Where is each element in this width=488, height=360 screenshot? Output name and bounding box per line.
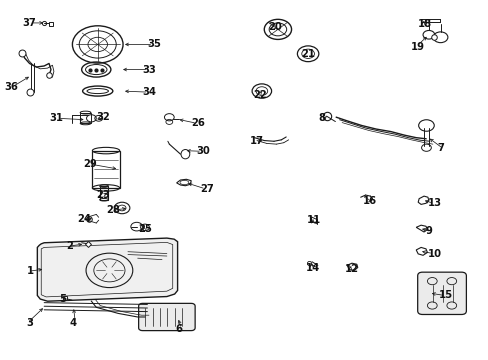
Text: 36: 36 xyxy=(4,82,19,92)
Text: 9: 9 xyxy=(425,226,432,236)
Text: 14: 14 xyxy=(305,263,319,273)
Bar xyxy=(100,186,108,200)
FancyBboxPatch shape xyxy=(139,303,195,330)
Text: 28: 28 xyxy=(106,206,120,216)
Text: 12: 12 xyxy=(344,264,358,274)
Text: 32: 32 xyxy=(96,112,110,122)
Text: 27: 27 xyxy=(200,184,213,194)
Text: 20: 20 xyxy=(267,22,282,32)
Text: 11: 11 xyxy=(306,215,321,225)
Text: 37: 37 xyxy=(22,18,36,28)
Text: 4: 4 xyxy=(69,318,77,328)
Text: 33: 33 xyxy=(142,64,156,75)
Text: 21: 21 xyxy=(301,49,315,59)
Text: 5: 5 xyxy=(59,294,66,304)
Text: 19: 19 xyxy=(409,42,424,51)
Bar xyxy=(80,113,91,123)
Text: 8: 8 xyxy=(318,113,325,123)
Text: 3: 3 xyxy=(26,318,33,328)
Text: 1: 1 xyxy=(26,266,33,276)
Text: 22: 22 xyxy=(253,90,267,100)
Text: 24: 24 xyxy=(77,214,91,224)
Text: 23: 23 xyxy=(96,190,110,200)
Text: 30: 30 xyxy=(196,146,209,156)
Polygon shape xyxy=(37,238,177,301)
Text: 18: 18 xyxy=(417,19,431,29)
Text: 15: 15 xyxy=(438,291,452,301)
Text: 10: 10 xyxy=(427,248,441,258)
Text: 25: 25 xyxy=(139,225,152,234)
Text: 31: 31 xyxy=(50,113,63,123)
Text: 13: 13 xyxy=(427,198,441,208)
Text: 17: 17 xyxy=(249,136,263,146)
FancyBboxPatch shape xyxy=(417,272,466,315)
Text: 35: 35 xyxy=(147,40,161,49)
Text: 2: 2 xyxy=(66,241,73,251)
Text: 16: 16 xyxy=(362,196,376,206)
Text: 26: 26 xyxy=(191,118,204,128)
Text: 7: 7 xyxy=(436,143,443,153)
Bar xyxy=(92,150,120,188)
Text: 6: 6 xyxy=(175,324,183,334)
Text: 29: 29 xyxy=(83,159,97,169)
Text: 34: 34 xyxy=(142,87,156,97)
